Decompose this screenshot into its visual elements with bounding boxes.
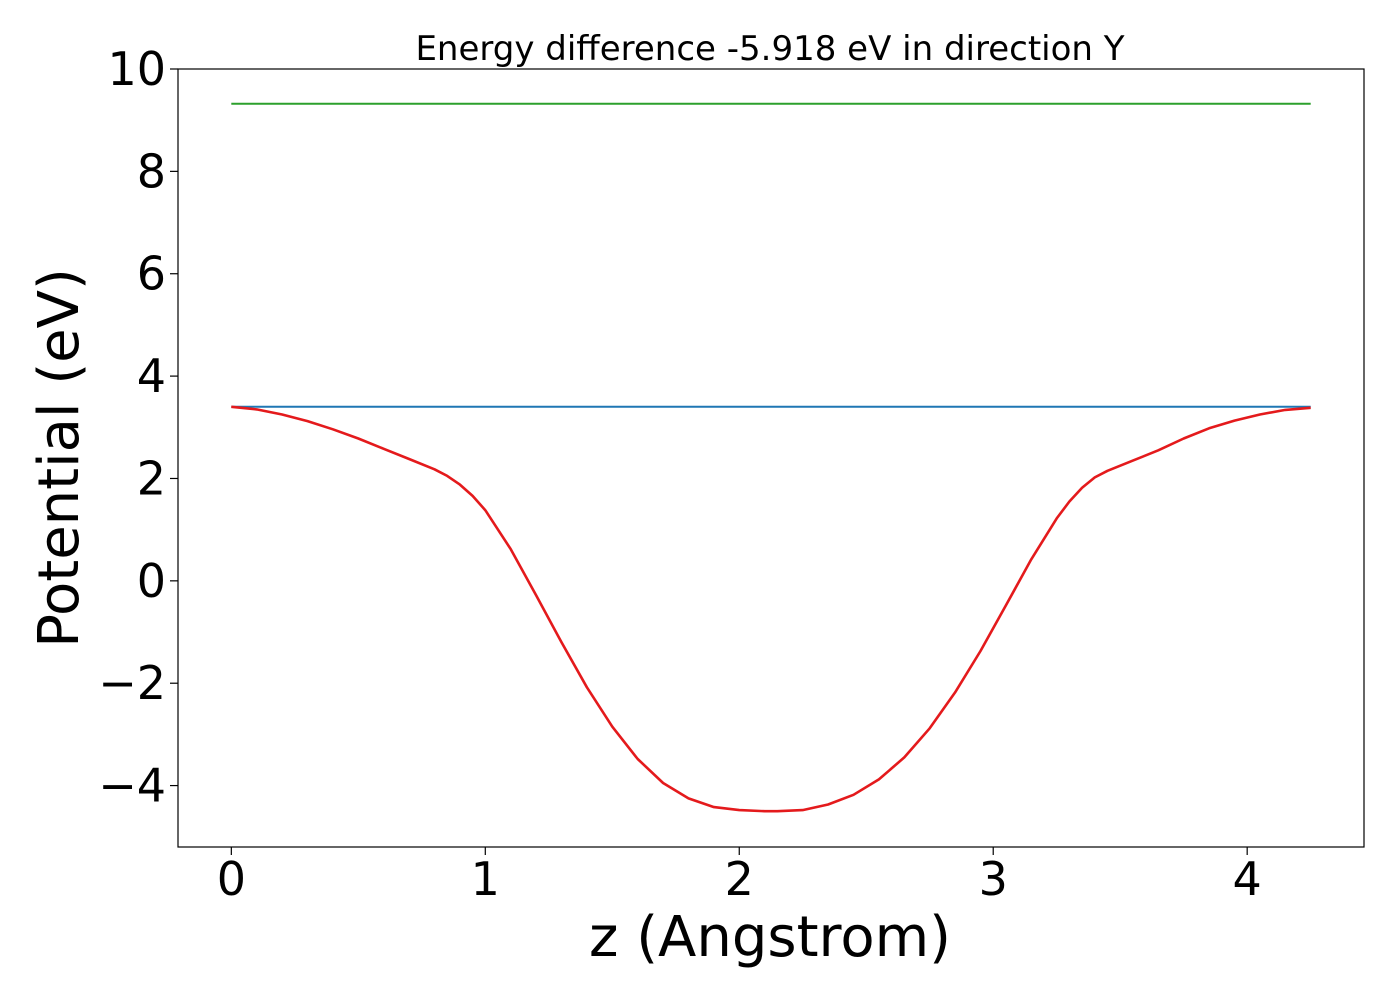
plot-area — [177, 68, 1365, 848]
x-tick-label: 0 — [217, 852, 246, 906]
y-tick-label: 6 — [137, 247, 166, 301]
y-tick-label: −4 — [98, 759, 166, 813]
y-tick-label: 4 — [137, 349, 166, 403]
series-line-2 — [231, 405, 1311, 813]
y-tick-label: 0 — [137, 554, 166, 608]
y-tick-label: −2 — [98, 656, 166, 710]
series-layer — [231, 102, 1311, 813]
y-tick-label: 8 — [137, 144, 166, 198]
x-tick-label: 2 — [725, 852, 754, 906]
y-axis-ticks: −4 −2 0 2 4 6 8 10 — [98, 42, 178, 813]
x-tick-label: 3 — [979, 852, 1008, 906]
y-tick-label: 10 — [107, 42, 166, 96]
x-tick-label: 4 — [1233, 852, 1262, 906]
x-axis-label: z (Angstrom) — [589, 905, 951, 970]
plot-frame — [177, 68, 1365, 848]
x-axis-ticks: 0 1 2 3 4 — [217, 847, 1262, 906]
y-tick-label: 2 — [137, 451, 166, 505]
x-tick-label: 1 — [471, 852, 500, 906]
y-axis-label: Potential (eV) — [27, 268, 92, 648]
chart-title: Energy difference -5.918 eV in direction… — [415, 29, 1124, 69]
